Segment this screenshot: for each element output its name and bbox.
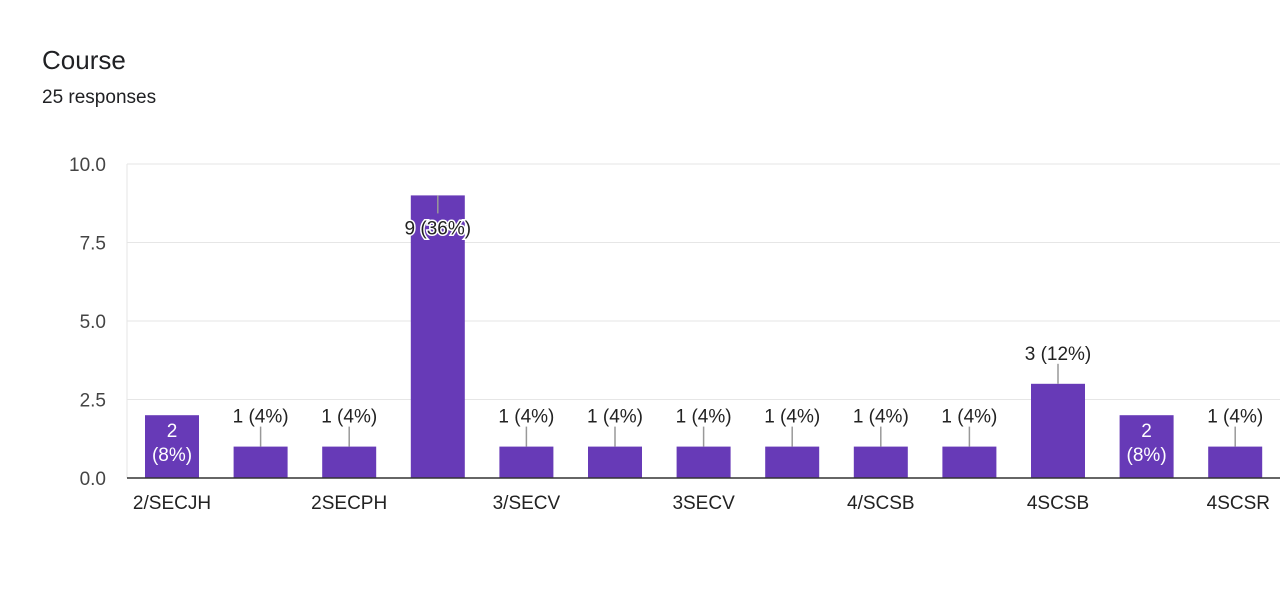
x-category-label: 4/SCSB xyxy=(847,493,915,514)
bar xyxy=(499,446,554,478)
data-label: 1 (4%) xyxy=(764,407,820,428)
data-label: 9 (36%) xyxy=(405,218,472,239)
data-label: 1 (4%) xyxy=(1207,407,1263,428)
data-label: 1 (4%) xyxy=(676,407,732,428)
data-label: 2 (8%) xyxy=(152,421,192,466)
x-category-label: 3/SECV xyxy=(493,493,561,514)
bar xyxy=(853,446,908,478)
question-title: Course xyxy=(42,45,126,75)
bar xyxy=(676,446,731,478)
data-label: 1 (4%) xyxy=(587,407,643,428)
bar xyxy=(322,446,377,478)
y-tick-label: 2.5 xyxy=(80,391,106,412)
x-category-label: 3SECV xyxy=(672,493,735,514)
y-tick-label: 7.5 xyxy=(80,234,106,255)
data-label: 2 (8%) xyxy=(1127,421,1167,466)
y-tick-label: 10.0 xyxy=(69,155,106,176)
data-label: 3 (12%) xyxy=(1025,344,1092,365)
bar xyxy=(145,415,199,478)
bar xyxy=(1031,383,1085,478)
data-label: 1 (4%) xyxy=(853,407,909,428)
response-count: 25 responses xyxy=(42,87,157,108)
bar xyxy=(410,195,465,478)
x-category-label: 4SCSB xyxy=(1027,493,1089,514)
bar xyxy=(942,446,997,478)
data-label: 1 (4%) xyxy=(941,407,997,428)
bar xyxy=(765,446,820,478)
y-tick-label: 0.0 xyxy=(80,469,106,490)
data-label: 1 (4%) xyxy=(321,407,377,428)
data-label: 1 (4%) xyxy=(498,407,554,428)
y-tick-label: 5.0 xyxy=(80,312,106,333)
bar xyxy=(233,446,288,478)
bar xyxy=(1208,446,1263,478)
bar xyxy=(588,446,642,478)
x-category-label: 4SCSR xyxy=(1207,493,1270,514)
data-label: 1 (4%) xyxy=(233,407,289,428)
x-category-label: 2/SECJH xyxy=(133,493,211,514)
bar xyxy=(1119,415,1174,478)
x-category-label: 2SECPH xyxy=(311,493,387,514)
